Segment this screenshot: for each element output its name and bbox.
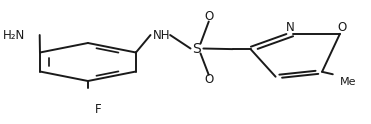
- Text: O: O: [204, 73, 213, 86]
- Text: Me: Me: [340, 77, 357, 87]
- Text: N: N: [286, 21, 294, 34]
- Text: O: O: [204, 10, 213, 23]
- Text: F: F: [95, 103, 102, 116]
- Text: O: O: [337, 21, 347, 34]
- Text: NH: NH: [152, 29, 170, 42]
- Text: H₂N: H₂N: [3, 29, 25, 42]
- Text: S: S: [193, 42, 201, 56]
